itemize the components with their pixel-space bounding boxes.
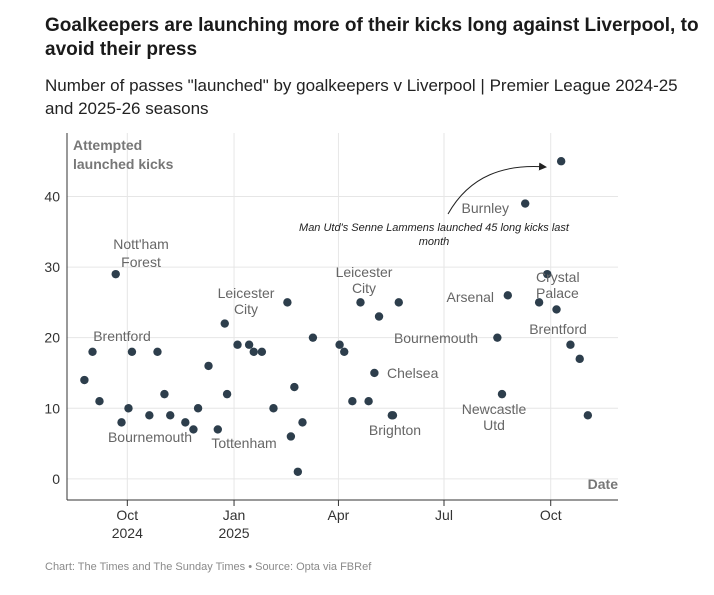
data-point — [220, 319, 229, 328]
data-point — [348, 396, 357, 406]
data-point — [286, 432, 296, 441]
x-tick-labels: Oct 2024 Jan 2025 Apr Jul Oct — [112, 500, 562, 541]
data-points — [80, 157, 593, 476]
y-tick-label: 20 — [44, 330, 60, 346]
data-point — [233, 340, 242, 349]
point-label-tottenham: Tottenham — [211, 435, 276, 451]
point-label-nottham-forest: Nott'ham Forest — [113, 236, 169, 270]
data-point — [503, 291, 512, 300]
y-tick-label: 30 — [44, 259, 60, 275]
data-point — [80, 375, 89, 385]
data-point — [370, 368, 379, 378]
point-label-bournemouth-2024: Bournemouth — [108, 429, 192, 445]
x-tick-label: Jul — [435, 507, 453, 523]
data-point — [145, 411, 154, 420]
y-tick-label: 10 — [44, 400, 60, 416]
point-label-crystal-palace: Crystal Palace — [536, 269, 580, 301]
data-point — [290, 382, 299, 392]
source-note: Chart: The Times and The Sunday Times • … — [45, 561, 372, 573]
data-point — [497, 389, 507, 399]
x-tick-year-label: 2024 — [112, 525, 143, 541]
data-point — [127, 347, 137, 356]
x-tick-label: Jan — [223, 507, 246, 523]
data-point — [124, 404, 133, 413]
chart-title: Goalkeepers are launching more of their … — [45, 15, 699, 60]
point-label-leicester-2024: Leicester City — [218, 285, 275, 317]
x-tick-label: Oct — [540, 507, 562, 523]
data-point — [181, 418, 190, 427]
data-point — [543, 269, 552, 279]
data-point — [388, 411, 398, 420]
point-label-leicester-2025: Leicester City — [336, 264, 393, 296]
x-tick-label: Oct — [116, 507, 138, 523]
data-point — [521, 199, 530, 208]
data-point — [493, 333, 502, 342]
data-point — [88, 347, 97, 356]
data-point — [193, 404, 203, 413]
data-point — [244, 340, 254, 349]
data-point — [160, 389, 169, 399]
data-point — [374, 312, 384, 321]
data-point — [153, 347, 162, 356]
data-point — [257, 347, 267, 356]
data-point — [335, 340, 344, 349]
chart-subtitle: Number of passes "launched" by goalkeepe… — [45, 76, 678, 118]
data-point — [534, 298, 544, 307]
data-point — [308, 333, 318, 342]
data-point — [95, 396, 104, 406]
data-point — [111, 269, 120, 279]
point-label-burnley: Burnley — [462, 200, 509, 216]
data-point — [204, 361, 213, 371]
annotation-arrow — [447, 162, 547, 215]
point-label-brentford-2024: Brentford — [93, 328, 151, 344]
data-point — [213, 425, 222, 434]
y-tick-label: 0 — [52, 471, 60, 487]
data-point — [394, 298, 403, 307]
y-axis-title: Attempted launched kicks — [73, 137, 174, 172]
data-point — [556, 157, 566, 166]
data-point — [566, 340, 575, 349]
x-axis-title: Date — [588, 476, 619, 492]
annotation: Man Utd's Senne Lammens launched 45 long… — [299, 162, 570, 248]
data-point — [298, 418, 307, 427]
data-point — [364, 396, 373, 406]
data-point — [552, 305, 561, 314]
point-label-brentford-2025: Brentford — [529, 321, 587, 337]
y-tick-label: 40 — [44, 189, 60, 205]
annotation-text: Man Utd's Senne Lammens launched 45 long… — [299, 222, 570, 248]
point-label-bournemouth-2025: Bournemouth — [394, 330, 478, 346]
x-tick-year-label: 2025 — [218, 525, 249, 541]
grid-layer — [67, 133, 618, 500]
point-label-chelsea: Chelsea — [387, 365, 439, 381]
point-labels: Brentford Nott'ham Forest Bournemouth Tot… — [93, 200, 587, 451]
data-point — [249, 347, 258, 356]
point-label-brighton: Brighton — [369, 422, 421, 438]
point-label-arsenal: Arsenal — [447, 289, 494, 305]
data-point — [293, 467, 303, 476]
data-point — [575, 354, 584, 364]
data-point — [283, 298, 292, 307]
data-point — [117, 418, 126, 427]
data-point — [269, 404, 278, 413]
data-point — [340, 347, 349, 356]
x-tick-label: Apr — [328, 507, 350, 523]
data-point — [356, 298, 365, 307]
y-tick-labels: 0 10 20 30 40 — [44, 189, 60, 487]
data-point — [166, 411, 175, 420]
data-point — [583, 411, 593, 420]
point-label-newcastle: Newcastle Utd — [462, 401, 527, 433]
data-point — [189, 425, 198, 434]
data-point — [222, 389, 232, 399]
